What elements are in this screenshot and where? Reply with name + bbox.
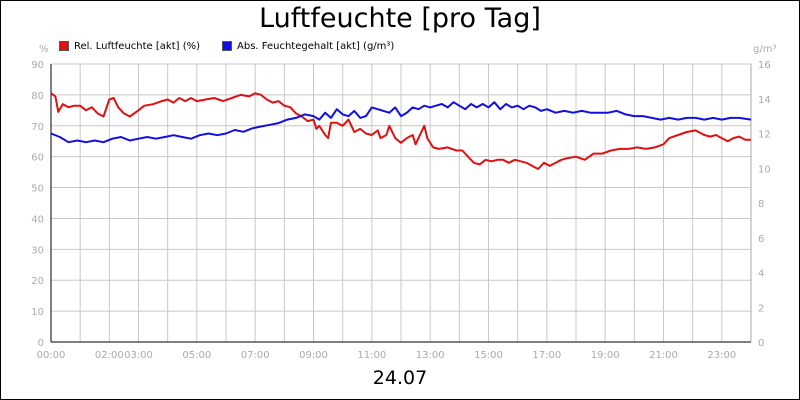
legend-item-abs-humidity: Abs. Feuchtegehalt [akt] (g/m³) <box>222 41 394 52</box>
x-tick-label: 21:00 <box>649 350 678 361</box>
y-left-unit-label: % <box>39 44 49 55</box>
y-right-tick-label: 12 <box>758 130 771 141</box>
x-tick-label: 02:00 <box>95 350 124 361</box>
x-tick-label: 11:00 <box>357 350 386 361</box>
x-tick-label: 05:00 <box>182 350 211 361</box>
legend-label-rel-humidity: Rel. Luftfeuchte [akt] (%) <box>74 40 201 52</box>
series-line-abs-humidity <box>50 101 752 144</box>
y-left-tick-label: 10 <box>31 307 44 318</box>
y-left-tick-label: 0 <box>38 338 44 349</box>
y-left-tick-label: 20 <box>31 276 44 287</box>
x-tick-label: 19:00 <box>591 350 620 361</box>
y-right-tick-label: 14 <box>758 95 771 106</box>
chart-title: Luftfeuchte [pro Tag] <box>259 3 541 34</box>
x-axis-date-label: 24.07 <box>372 367 428 389</box>
x-tick-label: 03:00 <box>124 350 153 361</box>
y-right-unit-label: g/m³ <box>753 44 776 55</box>
y-right-tick-label: 2 <box>758 303 764 314</box>
y-right-tick-label: 0 <box>758 338 764 349</box>
legend-swatch-rel-humidity <box>59 41 69 51</box>
x-tick-label: 23:00 <box>707 350 736 361</box>
series-line-rel-humidity <box>50 92 751 170</box>
x-tick-label: 00:00 <box>37 350 66 361</box>
y-left-tick-label: 50 <box>31 184 44 195</box>
y-right-tick-label: 8 <box>758 199 764 210</box>
x-tick-label: 15:00 <box>474 350 503 361</box>
y-right-tick-label: 6 <box>758 234 764 245</box>
y-left-tick-label: 90 <box>31 60 44 71</box>
legend-label-abs-humidity: Abs. Feuchtegehalt [akt] (g/m³) <box>237 40 395 52</box>
legend: Rel. Luftfeuchte [akt] (%) Abs. Feuchteg… <box>59 39 416 53</box>
legend-item-rel-humidity: Rel. Luftfeuchte [akt] (%) <box>59 41 200 52</box>
y-left-tick-label: 70 <box>31 122 44 133</box>
y-left-tick-label: 30 <box>31 245 44 256</box>
x-tick-label: 07:00 <box>241 350 270 361</box>
x-tick-label: 13:00 <box>416 350 445 361</box>
y-right-tick-label: 4 <box>758 269 764 280</box>
x-tick-label: 17:00 <box>532 350 561 361</box>
y-left-tick-label: 60 <box>31 153 44 164</box>
y-left-tick-label: 80 <box>31 91 44 102</box>
legend-swatch-abs-humidity <box>222 41 233 51</box>
y-right-tick-label: 16 <box>758 60 771 71</box>
y-right-tick-label: 10 <box>758 164 771 175</box>
x-tick-label: 09:00 <box>299 350 328 361</box>
y-left-tick-label: 40 <box>31 214 44 225</box>
